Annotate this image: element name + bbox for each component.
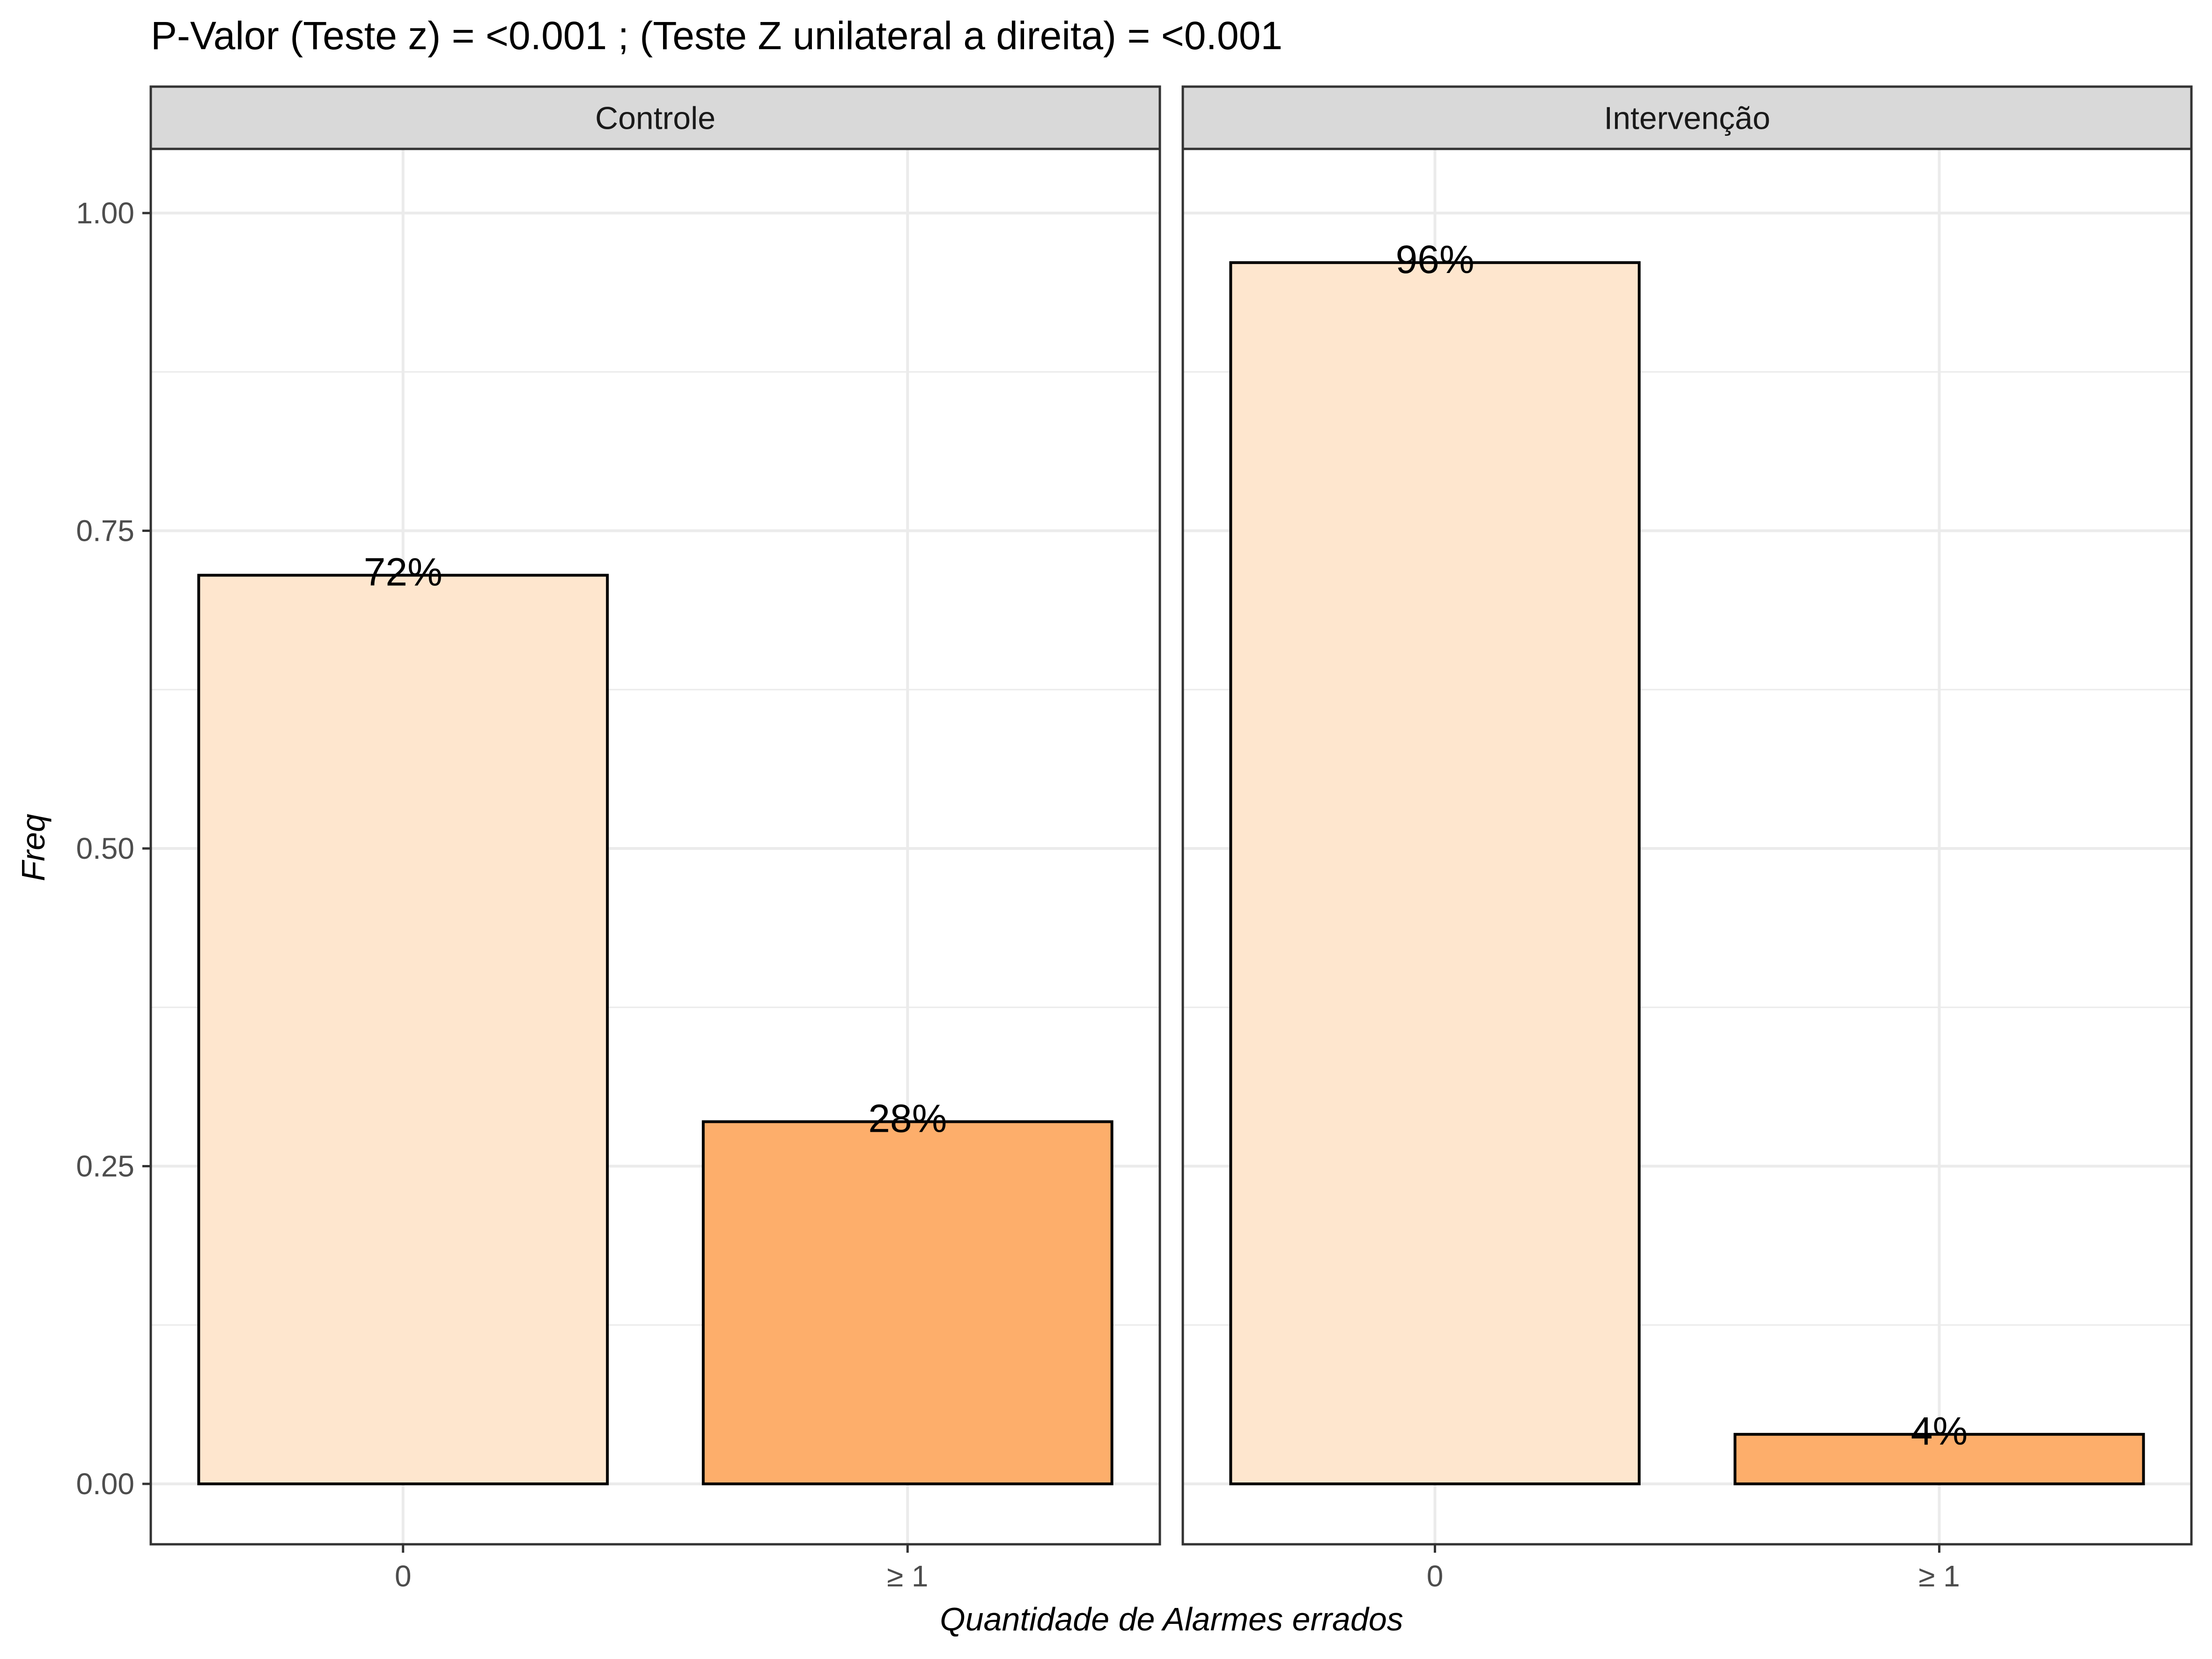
bar-label: 72% [364, 550, 442, 594]
bar [1229, 261, 1641, 1486]
x-tick-label: ≥ 1 [1918, 1559, 1960, 1593]
bar-label: 28% [868, 1097, 947, 1141]
facet-strip [149, 85, 1161, 150]
x-tick-label: ≥ 1 [887, 1559, 929, 1593]
facet-strip [1181, 85, 2193, 150]
bar-label: 96% [1395, 237, 1474, 281]
y-axis: 0.00 0.25 0.50 0.75 1.00 [76, 196, 151, 1501]
y-axis-title: Freq [15, 814, 52, 881]
panels: 72% 0 28% ≥ 1 Controle 96% 0 4% ≥ 1 Intervenção [149, 85, 2193, 1593]
x-tick-label: 0 [1427, 1559, 1444, 1593]
chart-title: P-Valor (Teste z) = <0.001 ; (Teste Z un… [151, 14, 1283, 58]
panel-0: 72% 0 28% ≥ 1 Controle [149, 85, 1161, 1593]
facet-strip-label: Controle [595, 101, 715, 136]
x-axis-title: Quantidade de Alarmes errados [940, 1601, 1403, 1637]
bar [701, 1120, 1113, 1485]
x-tick-label: 0 [395, 1559, 412, 1593]
y-tick-label: 0.75 [76, 514, 134, 548]
y-tick-label: 0.50 [76, 832, 134, 865]
bar [197, 574, 609, 1485]
y-tick-label: 0.00 [76, 1467, 134, 1501]
bar-label: 4% [1911, 1409, 1968, 1453]
y-tick-label: 0.25 [76, 1150, 134, 1183]
facet-strip-label: Intervenção [1604, 101, 1770, 136]
bar [1733, 1433, 2145, 1486]
panel-1: 96% 0 4% ≥ 1 Intervenção [1181, 85, 2193, 1593]
y-tick-label: 1.00 [76, 196, 134, 230]
